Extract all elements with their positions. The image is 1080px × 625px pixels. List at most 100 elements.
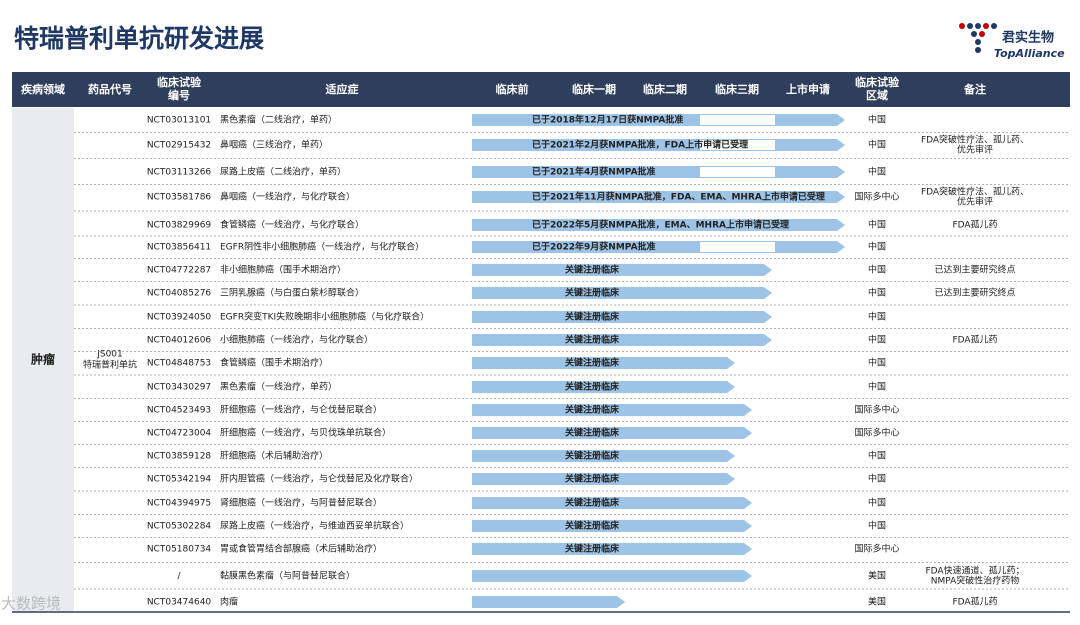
progress-bar [472, 381, 735, 393]
indication: 鼻咽癌（一线治疗，与化疗联合） [220, 191, 355, 203]
bar-label: 关键注册临床 [565, 287, 620, 299]
progress-bar [472, 596, 625, 608]
disease: 肿瘤 [31, 352, 55, 367]
trial-id: NCT03856411 [147, 243, 211, 253]
bar-label: 已于2021年4月获NMPA批准 [532, 166, 656, 178]
header-cell: 备注 [963, 82, 986, 96]
progress-gap [700, 167, 775, 177]
progress-gap [700, 140, 775, 150]
indication: 黑色素瘤（二线治疗，单药） [220, 114, 337, 126]
region: 国际多中心 [854, 404, 899, 416]
drug: JS001 [96, 350, 123, 360]
table-header [12, 72, 1070, 107]
note: FDA突破性疗法、孤儿药、 [921, 134, 1029, 146]
header-cell: 临床一期 [572, 82, 616, 96]
trial-id: NCT05342194 [147, 475, 212, 485]
region: 中国 [868, 166, 886, 178]
indication: 胃或食管胃结合部腺癌（术后辅助治疗） [220, 543, 382, 555]
bar-label: 关键注册临床 [565, 427, 620, 439]
region: 中国 [868, 334, 886, 346]
indication: 黑色素瘤（一线治疗，单药） [220, 381, 337, 393]
header-cell: 药品代号 [88, 82, 132, 96]
indication: 肉瘤 [220, 596, 238, 608]
region: 中国 [868, 264, 886, 276]
header-cell: 临床试验 [855, 75, 900, 89]
trial-id: NCT04723004 [147, 429, 212, 439]
bar-label: 关键注册临床 [565, 264, 620, 276]
note: 优先审评 [957, 196, 993, 208]
header-cell: 临床前 [496, 82, 529, 96]
trial-id: NCT03113266 [147, 168, 212, 178]
header-cell: 疾病领域 [21, 82, 65, 96]
bar-label: 已于2021年2月获NMPA批准，FDA上市申请已受理 [532, 139, 748, 151]
indication: 食管鳞癌（一线治疗，与化疗联合） [220, 219, 364, 231]
indication: EGFR阴性非小细胞肺癌（一线治疗，与化疗联合） [220, 241, 424, 253]
region: 中国 [868, 114, 886, 126]
progress-bar [472, 287, 772, 299]
indication: 食管鳞癌（围手术期治疗） [220, 357, 328, 369]
region: 中国 [868, 219, 886, 231]
disease-cell [12, 108, 74, 612]
progress-gap [700, 242, 775, 252]
indication: EGFR突变TKI失败晚期非小细胞肺癌（与化疗联合） [220, 311, 429, 323]
note: FDA孤儿药 [952, 596, 997, 608]
trial-id: NCT05180734 [147, 545, 212, 555]
trial-id: NCT04394975 [147, 499, 211, 509]
watermark: 大数跨境 [1, 595, 61, 613]
bar-label: 关键注册临床 [565, 543, 620, 555]
region: 中国 [868, 139, 886, 151]
trial-id: NCT04523493 [147, 406, 211, 416]
progress-bar [472, 450, 735, 462]
progress-bar [472, 334, 772, 346]
region: 中国 [868, 520, 886, 532]
trial-id: NCT03924050 [147, 313, 212, 323]
progress-bar [472, 191, 845, 203]
bar-label: 关键注册临床 [565, 497, 620, 509]
trial-id: NCT03859128 [147, 452, 212, 462]
logo-cn: 君实生物 [1002, 30, 1054, 46]
trial-id: NCT05302284 [147, 522, 212, 532]
progress-bar [472, 264, 772, 276]
drug: 特瑞普利单抗 [83, 359, 137, 371]
indication: 肝细胞癌（术后辅助治疗） [220, 450, 328, 462]
note: FDA快速通道、孤儿药； [925, 565, 1024, 577]
progress-bar [472, 166, 845, 178]
progress-gap [700, 115, 775, 125]
header-cell: 区域 [866, 88, 888, 102]
bar-label: 关键注册临床 [565, 311, 620, 323]
region: 美国 [868, 570, 886, 582]
indication: 尿路上皮癌（一线治疗，与维迪西妥单抗联合） [220, 520, 409, 532]
note: FDA突破性疗法、孤儿药、 [921, 186, 1029, 198]
header-cell: 适应症 [326, 82, 359, 96]
progress-bar [472, 520, 752, 532]
indication: 小细胞肺癌（一线治疗，与化疗联合） [220, 334, 373, 346]
indication: 非小细胞肺癌（围手术期治疗） [220, 264, 346, 276]
trial-id: NCT04772287 [147, 266, 211, 276]
bar-label: 已于2022年9月获NMPA批准 [532, 241, 656, 253]
progress-bar [472, 357, 735, 369]
indication: 肝内胆管癌（一线治疗，与仑伐替尼及化疗联合） [220, 473, 418, 485]
note: 已达到主要研究终点 [934, 264, 1015, 276]
bar-label: 关键注册临床 [565, 357, 620, 369]
progress-bar [472, 311, 772, 323]
region: 中国 [868, 357, 886, 369]
progress-bar [472, 473, 735, 485]
trial-id: NCT03474640 [147, 598, 212, 608]
bar-label: 关键注册临床 [565, 381, 620, 393]
region: 中国 [868, 241, 886, 253]
trial-id: NCT03013101 [147, 116, 211, 126]
progress-bar [472, 219, 845, 231]
header-cell: 临床三期 [715, 82, 759, 96]
indication: 肾细胞癌（一线治疗，与阿昔替尼联合） [220, 497, 382, 509]
region: 国际多中心 [854, 191, 899, 203]
progress-bar [472, 427, 752, 439]
header-cell: 临床试验 [157, 75, 202, 89]
region: 国际多中心 [854, 543, 899, 555]
header-cell: 编号 [168, 88, 190, 102]
note: NMPA突破性治疗药物 [931, 575, 1020, 587]
progress-bar [472, 570, 752, 582]
bar-label: 已于2018年12月17日获NMPA批准 [532, 114, 683, 126]
bar-label: 已于2022年5月获NMPA批准，EMA、MHRA上市申请已受理 [532, 219, 789, 231]
region: 中国 [868, 287, 886, 299]
